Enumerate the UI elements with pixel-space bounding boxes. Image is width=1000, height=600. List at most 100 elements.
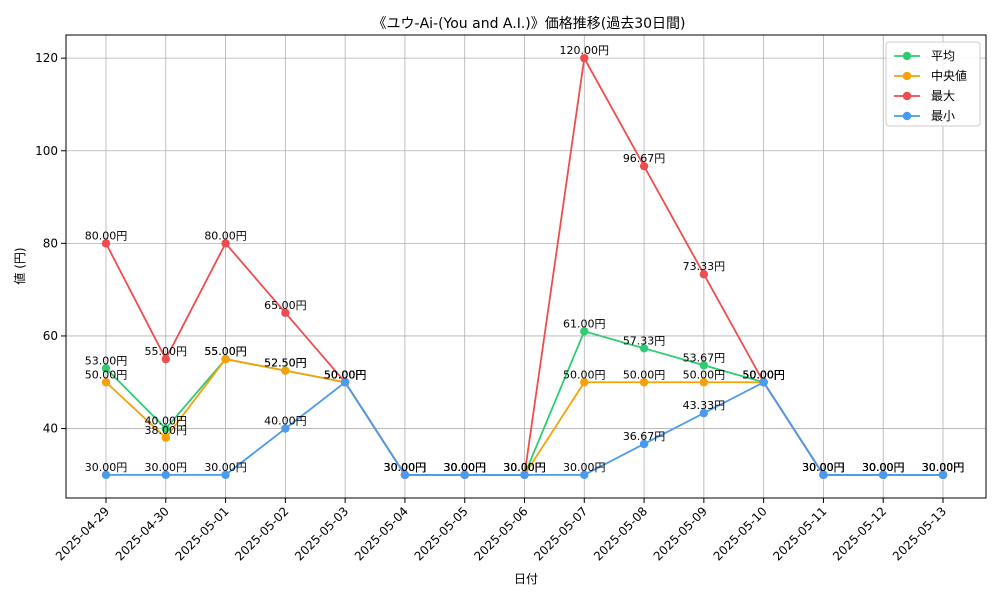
- data-label: 30.00円: [922, 461, 965, 474]
- y-tick-label: 100: [35, 144, 58, 158]
- legend-label: 平均: [931, 49, 955, 63]
- data-label: 80.00円: [85, 229, 128, 242]
- x-tick-label: 2025-05-01: [172, 504, 231, 563]
- x-tick-label: 2025-05-05: [412, 504, 471, 563]
- legend-marker: [902, 71, 912, 81]
- plot-frame: [65, 34, 987, 499]
- x-tick-label: 2025-04-29: [53, 504, 112, 563]
- data-label: 30.00円: [802, 461, 845, 474]
- data-label: 36.67円: [623, 430, 666, 443]
- x-tick-label: 2025-05-13: [890, 504, 949, 563]
- data-point: [281, 308, 290, 317]
- data-label: 73.33円: [683, 260, 726, 273]
- data-label: 30.00円: [384, 461, 427, 474]
- data-point: [819, 470, 828, 480]
- data-label: 57.33円: [623, 334, 666, 347]
- data-label: 50.00円: [742, 368, 785, 381]
- y-tick-label: 120: [35, 51, 58, 65]
- data-label: 30.00円: [802, 461, 845, 474]
- legend-label: 最大: [931, 89, 955, 103]
- data-label: 30.00円: [802, 461, 845, 474]
- data-label: 30.00円: [862, 461, 905, 474]
- data-point: [101, 239, 111, 248]
- y-axis-label: 値 (円): [12, 247, 27, 284]
- x-tick-label: 2025-05-08: [591, 504, 650, 563]
- data-label: 120.00円: [560, 44, 610, 57]
- data-label: 50.00円: [563, 368, 606, 381]
- legend-marker: [902, 91, 912, 101]
- legend-marker: [902, 51, 912, 61]
- data-label: 50.00円: [683, 368, 726, 381]
- y-tick-label: 40: [43, 422, 58, 436]
- data-label: 52.50円: [264, 357, 307, 370]
- data-label: 50.00円: [324, 368, 367, 381]
- x-tick-label: 2025-05-09: [651, 504, 710, 563]
- data-point: [580, 327, 589, 336]
- data-point: [221, 470, 230, 480]
- data-point: [281, 366, 290, 375]
- data-label: 55.00円: [204, 345, 247, 358]
- legend-box: [885, 41, 981, 127]
- x-tick-label: 2025-05-03: [292, 504, 351, 563]
- data-label: 50.00円: [324, 368, 367, 381]
- data-point: [759, 378, 768, 387]
- x-tick-label: 2025-05-11: [770, 504, 829, 563]
- data-label: 53.67円: [683, 351, 726, 364]
- data-point: [161, 354, 170, 364]
- data-label: 65.00円: [264, 299, 307, 312]
- data-label: 30.00円: [862, 461, 905, 474]
- data-point: [400, 470, 410, 480]
- data-label: 30.00円: [384, 461, 427, 474]
- data-label: 30.00円: [443, 461, 486, 474]
- data-label: 50.00円: [85, 368, 128, 381]
- data-label: 30.00円: [922, 461, 965, 474]
- series-layer: [101, 53, 948, 480]
- data-label: 30.00円: [204, 461, 247, 474]
- data-label: 30.00円: [145, 461, 188, 474]
- legend-label: 中央値: [931, 68, 967, 83]
- x-axis-ticks: 2025-04-29 2025-04-30 2025-05-01 2025-05-02…: [53, 498, 949, 563]
- data-point: [699, 270, 709, 279]
- x-tick-label: 2025-05-06: [471, 504, 530, 563]
- data-label: 30.00円: [922, 461, 965, 474]
- data-point: [639, 439, 649, 449]
- legend-marker: [902, 111, 912, 121]
- data-label: 50.00円: [324, 368, 367, 381]
- data-label: 96.67円: [623, 152, 666, 165]
- data-point: [879, 470, 888, 480]
- data-point: [101, 364, 111, 373]
- data-point: [340, 378, 350, 387]
- x-axis-label: 日付: [514, 572, 538, 586]
- data-point: [639, 344, 649, 353]
- data-point: [520, 470, 529, 480]
- data-label: 30.00円: [503, 461, 546, 474]
- data-label: 30.00円: [85, 461, 128, 474]
- chart-title: 《ユウ-Ai-(You and A.I.)》価格推移(過去30日間): [373, 16, 686, 32]
- data-point: [639, 378, 649, 387]
- data-point: [161, 470, 170, 480]
- data-point: [101, 470, 111, 480]
- x-tick-label: 2025-05-12: [830, 504, 889, 563]
- data-point: [101, 378, 111, 387]
- data-label: 30.00円: [503, 461, 546, 474]
- y-axis-ticks: 40 60 80 100 120: [35, 51, 66, 436]
- y-tick-label: 60: [43, 329, 58, 343]
- data-label: 40.00円: [264, 415, 307, 428]
- data-label: 55.00円: [204, 345, 247, 358]
- data-point: [938, 470, 948, 480]
- x-tick-label: 2025-05-04: [352, 504, 411, 563]
- data-point: [699, 408, 709, 418]
- data-point: [281, 424, 290, 433]
- data-label: 30.00円: [443, 461, 486, 474]
- data-label: 52.50円: [264, 357, 307, 370]
- data-label: 30.00円: [384, 461, 427, 474]
- data-label: 50.00円: [742, 368, 785, 381]
- data-label: 55.00円: [145, 345, 188, 358]
- data-label: 43.33円: [683, 399, 726, 412]
- data-label: 30.00円: [503, 461, 546, 474]
- data-point: [161, 424, 170, 433]
- data-label: 30.00円: [862, 461, 905, 474]
- data-label: 30.00円: [443, 461, 486, 474]
- data-label: 40.00円: [145, 415, 188, 428]
